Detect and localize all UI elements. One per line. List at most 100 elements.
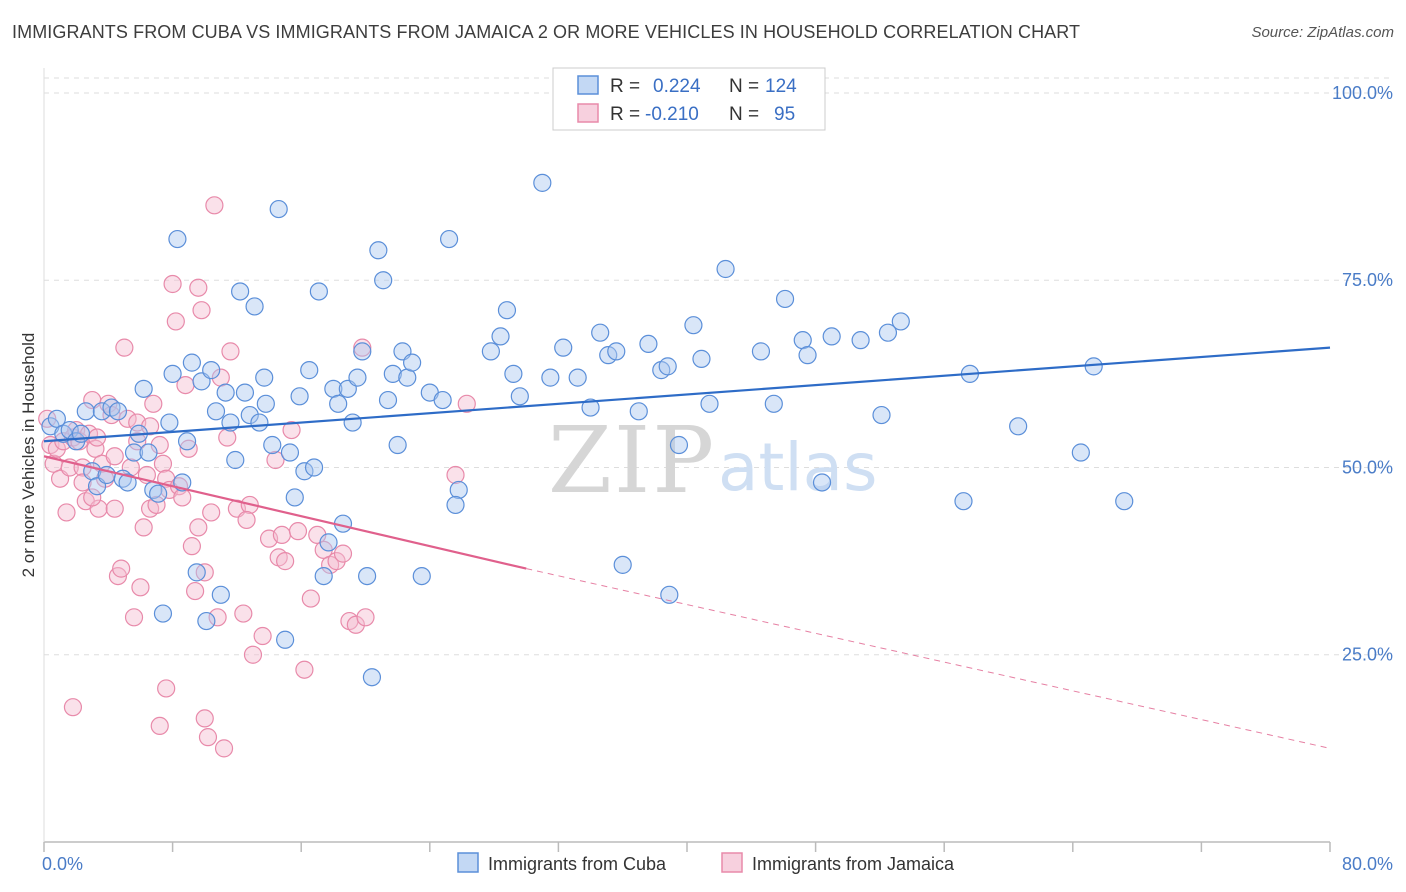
bottom-legend: Immigrants from Cuba Immigrants from Jam… <box>457 852 955 874</box>
point-jamaica <box>327 552 346 571</box>
point-jamaica <box>221 342 240 361</box>
point-jamaica <box>186 581 205 601</box>
point-jamaica <box>131 578 150 597</box>
point-cuba <box>449 480 468 500</box>
trend-line-cuba <box>43 346 1331 443</box>
point-cuba <box>793 331 812 350</box>
chart-title: IMMIGRANTS FROM CUBA VS IMMIGRANTS FROM … <box>12 22 1081 42</box>
point-cuba <box>568 368 587 387</box>
point-cuba <box>716 259 735 279</box>
point-cuba <box>343 413 362 432</box>
point-cuba <box>607 342 626 361</box>
legend-n-value-jamaica: 95 <box>774 104 795 125</box>
bottom-legend-swatch-jamaica <box>721 852 743 873</box>
bottom-legend-label-jamaica: Immigrants from Jamaica <box>752 854 955 874</box>
point-cuba <box>231 282 250 301</box>
y-tick-label: 50.0% <box>1342 457 1393 477</box>
point-cuba <box>383 364 402 383</box>
point-cuba <box>160 413 179 432</box>
point-cuba <box>629 402 648 421</box>
point-cuba <box>358 566 377 586</box>
point-cuba <box>304 458 324 477</box>
point-cuba <box>446 495 465 515</box>
point-cuba <box>403 353 422 372</box>
point-cuba <box>684 316 703 335</box>
legend-n-label-cuba: N = <box>729 76 759 97</box>
point-jamaica <box>301 589 320 608</box>
point-cuba <box>353 342 372 361</box>
point-cuba <box>47 409 66 428</box>
point-cuba <box>329 394 348 413</box>
point-cuba <box>388 435 407 455</box>
point-jamaica <box>205 196 224 215</box>
point-cuba <box>533 173 552 192</box>
point-jamaica <box>253 626 272 646</box>
point-jamaica <box>166 312 185 331</box>
point-jamaica <box>105 447 124 466</box>
point-cuba <box>177 432 197 451</box>
point-cuba <box>613 555 632 574</box>
bottom-legend-label-cuba: Immigrants from Cuba <box>488 854 667 874</box>
point-cuba <box>314 566 333 586</box>
point-cuba <box>497 301 517 320</box>
point-cuba <box>798 346 817 365</box>
point-cuba <box>285 488 304 507</box>
point-cuba <box>481 342 500 361</box>
point-jamaica <box>195 709 214 728</box>
point-cuba <box>124 443 144 462</box>
legend-swatch-jamaica <box>577 103 599 123</box>
axis-layer: 0.0% 80.0% <box>42 68 1393 874</box>
point-jamaica <box>218 428 237 447</box>
point-jamaica <box>189 518 208 537</box>
point-cuba <box>255 368 274 387</box>
point-cuba <box>954 492 973 511</box>
y-tick-label: 25.0% <box>1342 645 1393 665</box>
point-cuba <box>878 323 898 342</box>
point-jamaica <box>128 432 147 451</box>
chart-source: Source: ZipAtlas.com <box>1251 24 1394 41</box>
point-cuba <box>1071 443 1090 462</box>
point-cuba <box>168 229 187 249</box>
bottom-legend-swatch-cuba <box>457 852 479 873</box>
point-jamaica <box>157 679 176 698</box>
point-cuba <box>182 353 201 372</box>
point-cuba <box>851 331 870 350</box>
point-jamaica <box>243 645 263 664</box>
legend-r-value-cuba: 0.224 <box>653 76 701 97</box>
point-cuba <box>1115 492 1134 511</box>
trend-line-jamaica <box>43 455 527 570</box>
point-jamaica <box>83 488 102 507</box>
point-cuba <box>378 390 398 410</box>
trend-line-jamaica-extension <box>526 568 1331 749</box>
point-cuba <box>348 368 367 387</box>
point-cuba <box>276 630 295 649</box>
point-cuba <box>290 387 309 406</box>
point-cuba <box>202 361 221 380</box>
point-cuba <box>439 229 459 249</box>
point-cuba <box>211 585 230 604</box>
point-jamaica <box>272 525 292 545</box>
point-cuba <box>149 484 168 503</box>
point-jamaica <box>198 728 218 747</box>
legend-r-value-jamaica: -0.210 <box>645 104 699 125</box>
point-cuba <box>541 368 560 387</box>
point-cuba <box>639 334 658 354</box>
point-cuba <box>751 342 771 361</box>
watermark-zip: ZIP <box>548 407 716 514</box>
point-jamaica <box>202 503 221 522</box>
legend: R = 0.224 N = 124 R = -0.210 N = 95 <box>552 67 826 131</box>
point-cuba <box>591 323 610 342</box>
point-jamaica <box>163 274 182 294</box>
point-cuba <box>240 405 259 425</box>
point-cuba <box>139 443 158 462</box>
point-jamaica <box>457 394 476 413</box>
point-jamaica <box>237 510 256 530</box>
point-cuba <box>216 383 235 402</box>
point-cuba <box>891 312 910 331</box>
point-jamaica <box>147 495 166 515</box>
point-cuba <box>1009 417 1028 436</box>
point-cuba <box>398 368 417 387</box>
point-cuba <box>309 282 328 301</box>
point-cuba <box>245 297 264 316</box>
point-jamaica <box>288 522 308 541</box>
